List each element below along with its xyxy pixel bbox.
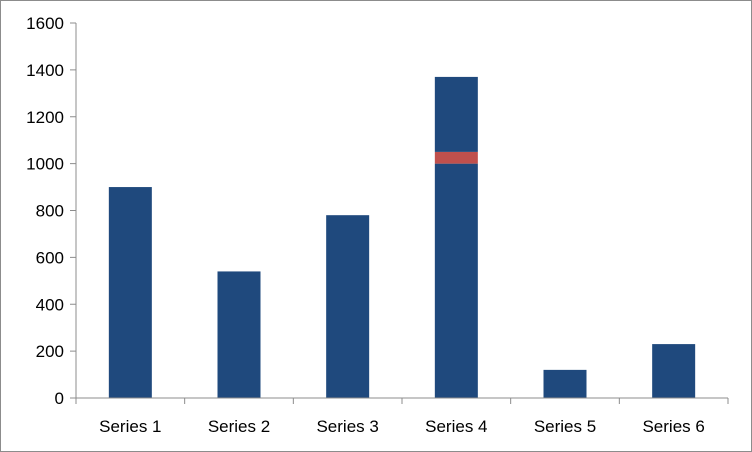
y-tick-label: 1600: [26, 14, 64, 33]
x-tick-label: Series 3: [316, 417, 378, 436]
y-axis-ticks: 0 200 400 600 800 1000 1200 1400 1600: [26, 14, 76, 408]
x-tick-label: Series 5: [534, 417, 596, 436]
bars-group: [108, 76, 696, 398]
x-tick-label: Series 4: [425, 417, 487, 436]
bar-segment: [652, 344, 696, 398]
y-tick-label: 600: [36, 248, 64, 267]
y-tick-label: 800: [36, 202, 64, 221]
y-tick-label: 1000: [26, 155, 64, 174]
x-tick-label: Series 2: [208, 417, 270, 436]
x-tick-label: Series 1: [99, 417, 161, 436]
bar-segment: [217, 271, 261, 398]
bar-segment: [434, 151, 478, 164]
x-axis-ticks: Series 1 Series 2 Series 3 Series 4 Series 5…: [75, 398, 729, 436]
y-tick-label: 200: [36, 342, 64, 361]
y-tick-label: 1200: [26, 108, 64, 127]
bar-segment: [108, 187, 152, 398]
bar-segment: [434, 163, 478, 398]
x-tick-label: Series 6: [642, 417, 704, 436]
bar-segment: [434, 76, 478, 152]
bar-segment: [326, 215, 370, 398]
y-tick-label: 0: [55, 389, 64, 408]
bar-segment: [543, 369, 587, 398]
y-tick-label: 400: [36, 295, 64, 314]
y-tick-label: 1400: [26, 61, 64, 80]
